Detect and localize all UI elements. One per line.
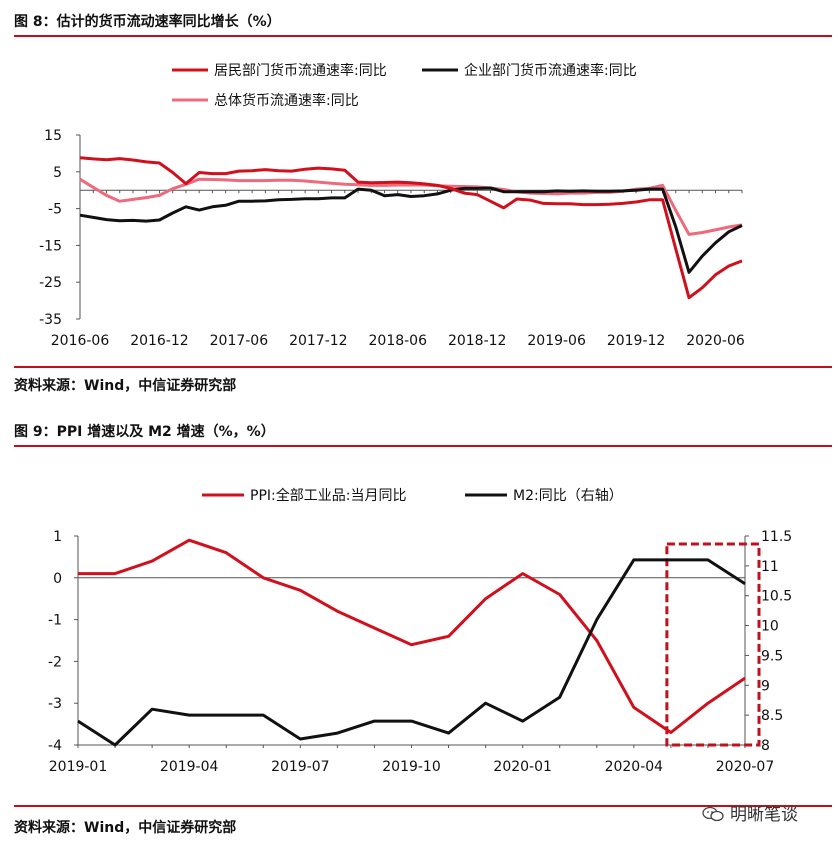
- figure-9-bottom-rule: [14, 805, 832, 807]
- figure-9-title: 图 9：PPI 增速以及 M2 增速（%，%）: [14, 424, 275, 440]
- x-tick-label: 2020-01: [493, 759, 552, 775]
- series-line: [78, 538, 746, 734]
- x-tick-label: 2019-04: [160, 759, 219, 775]
- y-tick-label: -15: [39, 238, 62, 254]
- highlight-dashed-box: [665, 542, 761, 747]
- series-line: [79, 156, 743, 300]
- y-tick-label: 15: [44, 128, 62, 144]
- series-line: [77, 558, 746, 747]
- y-tick-label: -25: [39, 275, 62, 291]
- wechat-icon: [702, 806, 724, 822]
- x-tick-label: 2019-01: [49, 759, 108, 775]
- x-tick-label: 2020-07: [716, 759, 775, 775]
- y2-tick-label: 8: [761, 738, 770, 754]
- figure-9-source: 资料来源：Wind，中信证券研究部: [14, 820, 237, 836]
- y2-tick-label: 11.5: [761, 529, 792, 545]
- x-tick-label: 2020-06: [686, 333, 745, 349]
- y-tick-label: -5: [48, 202, 62, 218]
- y2-tick-label: 8.5: [761, 708, 783, 724]
- y-tick-label: -3: [48, 696, 62, 712]
- series-line: [79, 177, 743, 236]
- figure-8-top-rule: [14, 35, 832, 37]
- figure-8-title: 图 8：估计的货币流动速率同比增长（%）: [14, 14, 281, 30]
- x-tick-label: 2016-06: [51, 333, 110, 349]
- watermark-text: 明晰笔谈: [730, 805, 798, 825]
- x-tick-label: 2018-06: [369, 333, 428, 349]
- y2-tick-label: 11: [761, 559, 779, 575]
- y-tick-label: -35: [39, 312, 62, 328]
- y2-tick-label: 10.5: [761, 589, 792, 605]
- x-tick-label: 2020-04: [605, 759, 664, 775]
- y2-tick-label: 9.5: [761, 648, 783, 664]
- y-tick-label: 0: [53, 571, 62, 587]
- x-tick-label: 2017-06: [210, 333, 269, 349]
- x-tick-label: 2017-12: [289, 333, 348, 349]
- figure-9-top-rule: [14, 445, 832, 447]
- y-tick-label: -2: [48, 654, 62, 670]
- figure-8-bottom-rule: [14, 366, 832, 368]
- x-tick-label: 2019-06: [527, 333, 586, 349]
- y-tick-label: -1: [48, 613, 62, 629]
- legend-label: PPI:全部工业品:当月同比: [250, 487, 406, 504]
- x-tick-label: 2019-12: [607, 333, 666, 349]
- legend-label: 总体货币流通速率:同比: [214, 92, 359, 109]
- y2-tick-label: 9: [761, 678, 770, 694]
- y-tick-label: 1: [53, 529, 62, 545]
- y-tick-label: 5: [53, 165, 62, 181]
- y-tick-label: -4: [48, 738, 62, 754]
- legend-label: 居民部门货币流通速率:同比: [214, 62, 387, 79]
- figure-9-chart: PPI:全部工业品:当月同比 M2:同比（右轴）10-1-2-3-411.5111…: [48, 487, 792, 775]
- x-tick-label: 2019-10: [382, 759, 441, 775]
- x-tick-label: 2019-07: [271, 759, 330, 775]
- y2-tick-label: 10: [761, 619, 779, 635]
- x-tick-label: 2018-12: [448, 333, 507, 349]
- legend-label: M2:同比（右轴）: [513, 488, 623, 504]
- figure-8-source: 资料来源：Wind，中信证券研究部: [14, 378, 237, 394]
- watermark: 明晰笔谈: [702, 800, 798, 825]
- x-tick-label: 2016-12: [130, 333, 189, 349]
- legend-label: 企业部门货币流通速率:同比: [464, 62, 637, 79]
- series-line: [79, 186, 743, 274]
